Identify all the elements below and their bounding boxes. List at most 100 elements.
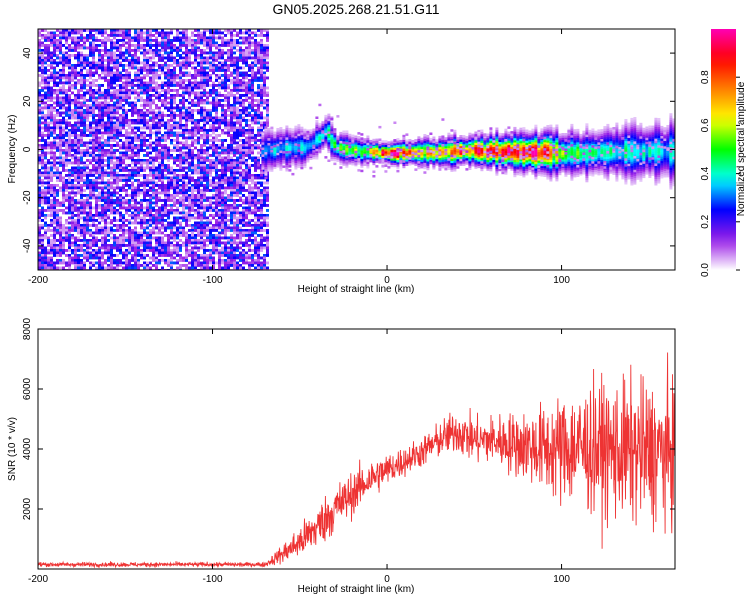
heatmap-cell (47, 236, 50, 240)
heatmap-cell (128, 79, 131, 82)
heatmap-cell (176, 234, 179, 237)
heatmap-cell (152, 54, 155, 57)
heatmap-cell (71, 134, 74, 137)
heatmap-cell (164, 176, 167, 180)
heatmap-cell (41, 199, 44, 202)
heatmap-cell (107, 156, 110, 160)
heatmap-cell (161, 81, 164, 85)
heatmap-cell (71, 41, 74, 45)
heatmap-cell (98, 106, 101, 110)
heatmap-cell (104, 54, 107, 57)
heatmap-cell (122, 244, 125, 247)
heatmap-cell (80, 169, 83, 172)
heatmap-cell (224, 266, 227, 270)
heatmap-cell (149, 196, 152, 200)
heatmap-cell (116, 226, 119, 230)
heatmap-cell (164, 234, 167, 237)
heatmap-cell (230, 226, 233, 230)
heatmap-cell (224, 119, 227, 122)
heatmap-cell (182, 186, 185, 190)
heatmap-cell (101, 206, 104, 210)
heatmap-cell (161, 84, 164, 87)
heatmap-cell (62, 176, 65, 180)
heatmap-cell (41, 256, 44, 260)
heatmap-cell (209, 159, 212, 162)
heatmap-cell (50, 194, 53, 197)
heatmap-cell (134, 219, 137, 222)
heatmap-cell (206, 239, 209, 242)
heatmap-cell (125, 261, 128, 265)
heatmap-cell (206, 204, 209, 207)
heatmap-cell (41, 66, 44, 70)
heatmap-cell (68, 31, 71, 35)
heatmap-cell (116, 201, 119, 205)
heatmap-cell (62, 226, 65, 230)
heatmap-cell (200, 91, 203, 95)
heatmap-cell (191, 141, 194, 145)
heatmap-cell (200, 36, 203, 40)
heatmap-cell (191, 186, 194, 190)
heatmap-cell (197, 166, 200, 170)
heatmap-cell (113, 266, 116, 270)
heatmap-cell (116, 29, 119, 32)
heatmap-cell (149, 209, 152, 212)
heatmap-cell (221, 39, 224, 42)
heatmap-cell (137, 69, 140, 72)
heatmap-cell (164, 136, 167, 140)
heatmap-cell (38, 101, 41, 105)
heatmap-cell (182, 169, 185, 172)
heatmap-cell (131, 249, 134, 252)
heatmap-cell (71, 36, 74, 40)
heatmap-cell (50, 56, 53, 60)
heatmap-cell (194, 86, 197, 90)
heatmap-cell (50, 109, 53, 112)
heatmap-cell (182, 44, 185, 47)
heatmap-cell (191, 129, 194, 132)
heatmap-cell (224, 51, 227, 55)
heatmap-cell (206, 136, 209, 140)
heatmap-cell (170, 71, 173, 75)
heatmap-cell (47, 121, 50, 125)
heatmap-cell (134, 254, 137, 257)
heatmap-cell (185, 106, 188, 110)
heatmap-cell (71, 156, 74, 160)
heatmap-cell (155, 169, 158, 172)
heatmap-cell (89, 239, 92, 242)
heatmap-cell (101, 149, 104, 152)
heatmap-cell (119, 49, 122, 52)
heatmap-cell (173, 239, 176, 242)
heatmap-cell (179, 141, 182, 145)
heatmap-cell (188, 166, 191, 170)
heatmap-cell (194, 234, 197, 237)
heatmap-cell (50, 116, 53, 120)
heatmap-cell (167, 86, 170, 90)
heatmap-cell (104, 236, 107, 240)
heatmap-cell (167, 171, 170, 175)
heatmap-cell (83, 181, 86, 185)
heatmap-cell (224, 226, 227, 230)
heatmap-cell (203, 189, 206, 192)
heatmap-cell (224, 236, 227, 240)
heatmap-cell (164, 96, 167, 100)
heatmap-cell (44, 29, 47, 32)
heatmap-cell (122, 214, 125, 217)
heatmap-cell (188, 144, 191, 147)
heatmap-cell (176, 176, 179, 180)
heatmap-cell (86, 186, 89, 190)
heatmap-cell (56, 199, 59, 202)
heatmap-cell (191, 241, 194, 245)
heatmap-cell (191, 254, 194, 257)
heatmap-cell (161, 114, 164, 117)
heatmap-cell (185, 186, 188, 190)
heatmap-cell (104, 101, 107, 105)
heatmap-cell (140, 96, 143, 100)
heatmap-cell (74, 224, 77, 227)
heatmap-cell (179, 76, 182, 80)
heatmap-cell (176, 51, 179, 55)
heatmap-cell (53, 116, 56, 120)
heatmap-cell (182, 214, 185, 217)
heatmap-cell (149, 131, 152, 135)
heatmap-cell (113, 164, 116, 167)
heatmap-cell (161, 179, 164, 182)
heatmap-cell (197, 201, 200, 205)
